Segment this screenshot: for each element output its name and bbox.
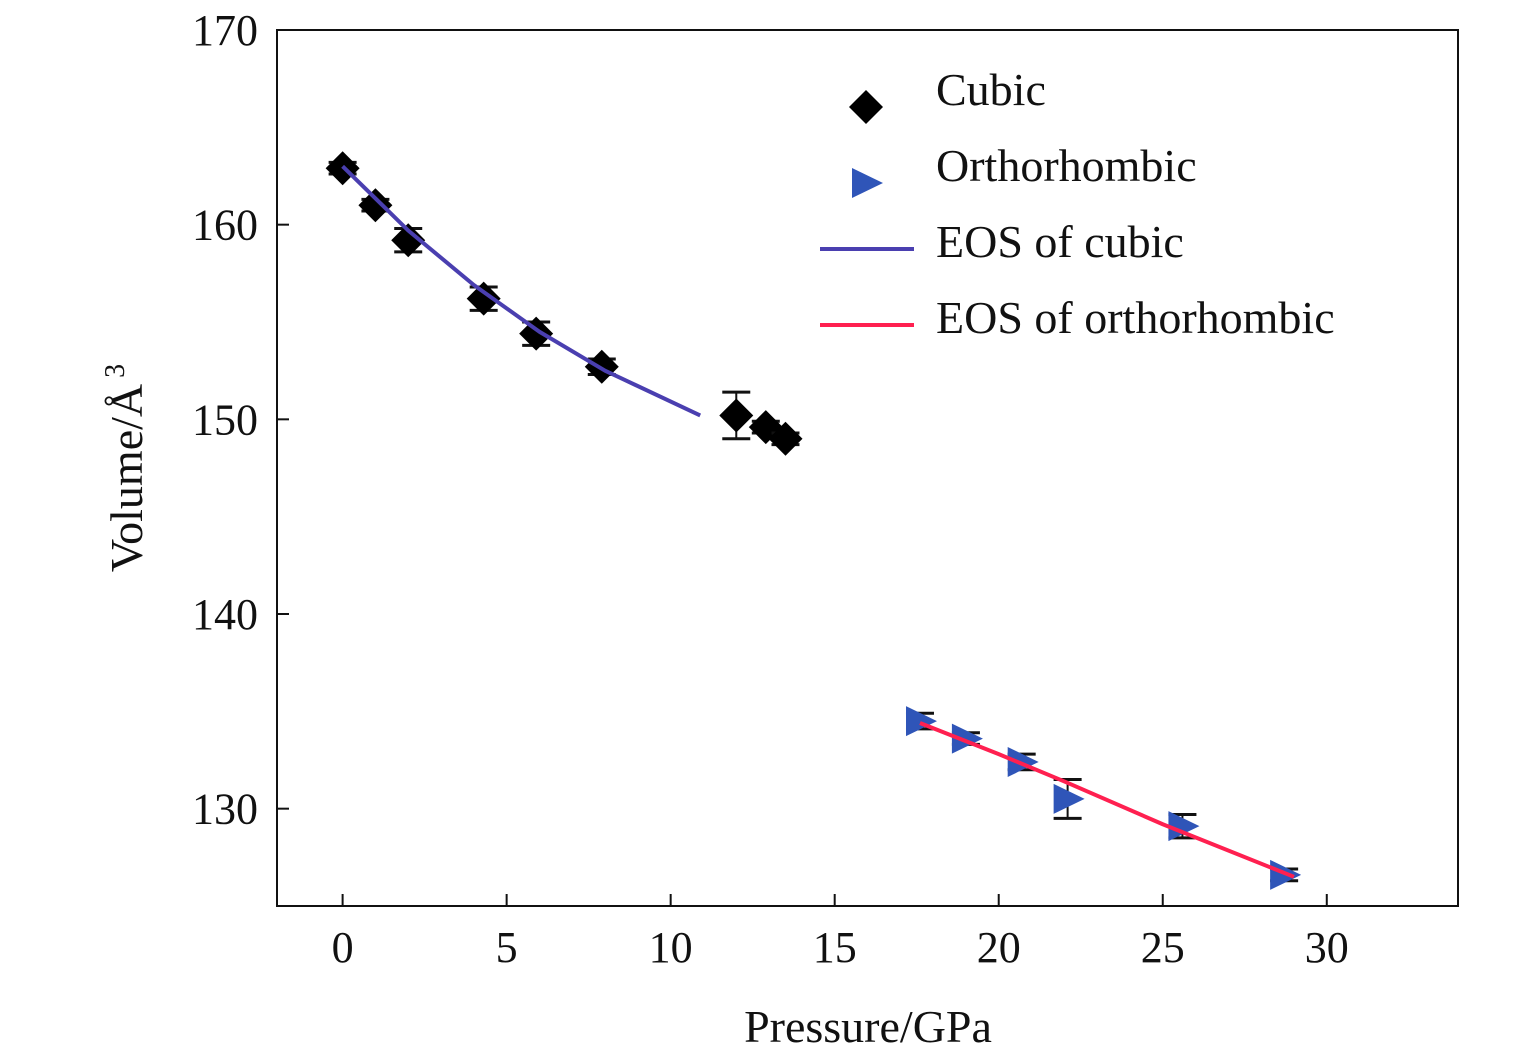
- eos-line: [919, 721, 1295, 879]
- data-point: [1053, 783, 1085, 814]
- data-point: [466, 281, 501, 316]
- data-point: [1168, 811, 1200, 842]
- x-axis-label: Pressure/GPa: [744, 1001, 992, 1052]
- y-axis-label: Volume/Å3: [100, 364, 152, 572]
- data-point: [1007, 746, 1039, 777]
- eos-line: [341, 164, 702, 418]
- x-tick-label: 15: [813, 923, 857, 972]
- y-tick-label: 130: [192, 785, 258, 834]
- data-point: [768, 421, 803, 456]
- y-axis-label-superscript: 3: [100, 364, 131, 378]
- data-point: [951, 723, 983, 754]
- x-tick-label: 0: [332, 923, 354, 972]
- legend: Cubic Orthorhombic EOS of cubic EOS of orth…: [820, 64, 1335, 343]
- y-tick-label: 140: [192, 590, 258, 639]
- plot-frame: [276, 29, 1459, 907]
- legend-marker: [849, 90, 883, 124]
- y-tick-label: 150: [192, 395, 258, 444]
- y-tick-label: 170: [192, 6, 258, 55]
- data-point: [905, 706, 937, 737]
- y-tick-label: 160: [192, 201, 258, 250]
- x-tick-label: 30: [1305, 923, 1349, 972]
- x-tick-label: 25: [1141, 923, 1185, 972]
- data-point: [358, 188, 393, 223]
- legend-marker: [852, 168, 883, 198]
- legend-label: EOS of cubic: [936, 216, 1184, 267]
- data-point: [719, 398, 754, 433]
- x-tick-label: 20: [977, 923, 1021, 972]
- legend-label: Orthorhombic: [936, 140, 1197, 191]
- x-tick-label: 10: [649, 923, 693, 972]
- legend-label: Cubic: [936, 64, 1046, 115]
- legend-label: EOS of orthorhombic: [936, 292, 1335, 343]
- data-point: [391, 223, 426, 258]
- x-tick-label: 5: [496, 923, 518, 972]
